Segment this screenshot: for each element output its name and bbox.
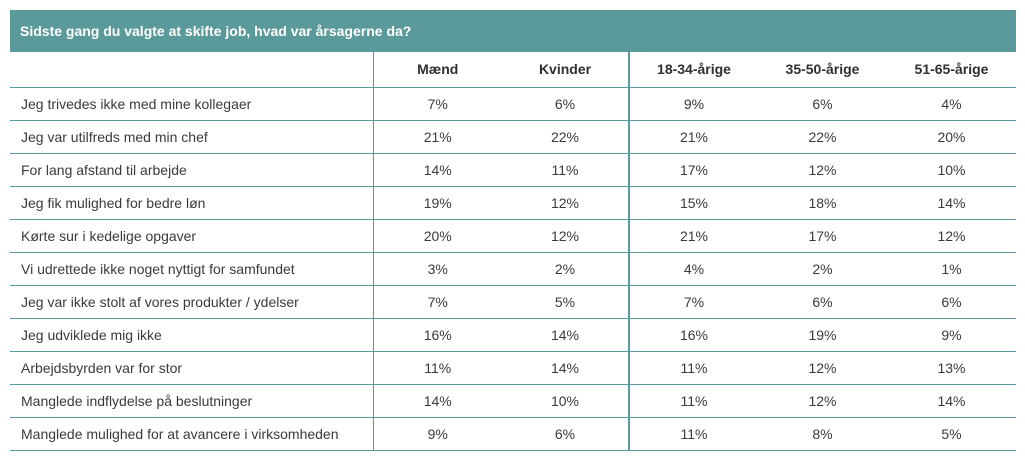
value-cell: 1% (887, 252, 1016, 286)
row-label: For lang afstand til arbejde (10, 153, 373, 187)
value-cell: 14% (502, 351, 629, 385)
value-cell: 5% (887, 417, 1016, 451)
value-cell: 14% (887, 186, 1016, 220)
value-cell: 11% (628, 384, 758, 418)
value-cell: 12% (887, 219, 1016, 253)
row-label: Jeg fik mulighed for bedre løn (10, 186, 373, 220)
survey-table: Mænd Kvinder 18-34-årige 35-50-årige 51-… (10, 52, 1016, 451)
value-cell: 17% (758, 219, 887, 253)
value-cell: 7% (372, 87, 502, 121)
value-cell: 9% (372, 417, 502, 451)
value-cell: 14% (887, 384, 1016, 418)
value-cell: 12% (758, 384, 887, 418)
row-label: Arbejdsbyrden var for stor (10, 351, 373, 385)
table-row: Kørte sur i kedelige opgaver 20% 12% 21% 17%… (10, 219, 1016, 253)
table-row: Jeg fik mulighed for bedre løn 19% 12% 15% 1… (10, 186, 1016, 220)
table-title: Sidste gang du valgte at skifte job, hva… (10, 10, 1016, 52)
row-label: Manglede mulighed for at avancere i virk… (10, 417, 373, 451)
value-cell: 9% (887, 318, 1016, 352)
value-cell: 17% (628, 153, 758, 187)
table-row: Jeg trivedes ikke med mine kollegaer 7% 6%… (10, 87, 1016, 121)
value-cell: 6% (758, 285, 887, 319)
value-cell: 6% (758, 87, 887, 121)
value-cell: 14% (372, 384, 502, 418)
table-row: Jeg var utilfreds med min chef 21% 22% 21% 2… (10, 120, 1016, 154)
table-row: Arbejdsbyrden var for stor 11% 14% 11% 12% 13… (10, 351, 1016, 385)
column-header: 51-65-årige (887, 52, 1016, 88)
value-cell: 6% (502, 417, 629, 451)
value-cell: 12% (502, 219, 629, 253)
value-cell: 4% (887, 87, 1016, 121)
column-header: 35-50-årige (758, 52, 887, 88)
table-row: Manglede indflydelse på beslutninger 14% 1… (10, 384, 1016, 418)
value-cell: 22% (502, 120, 629, 154)
row-label: Jeg var utilfreds med min chef (10, 120, 373, 154)
value-cell: 13% (887, 351, 1016, 385)
value-cell: 9% (628, 87, 758, 121)
value-cell: 19% (372, 186, 502, 220)
value-cell: 19% (758, 318, 887, 352)
value-cell: 22% (758, 120, 887, 154)
value-cell: 10% (502, 384, 629, 418)
row-label: Kørte sur i kedelige opgaver (10, 219, 373, 253)
value-cell: 21% (372, 120, 502, 154)
row-label: Jeg trivedes ikke med mine kollegaer (10, 87, 373, 121)
value-cell: 5% (502, 285, 629, 319)
value-cell: 12% (758, 153, 887, 187)
value-cell: 11% (628, 417, 758, 451)
value-cell: 20% (887, 120, 1016, 154)
value-cell: 8% (758, 417, 887, 451)
table-row: Jeg udviklede mig ikke 16% 14% 16% 19% 9% (10, 318, 1016, 352)
column-header: Mænd (372, 52, 502, 88)
row-label: Manglede indflydelse på beslutninger (10, 384, 373, 418)
value-cell: 6% (502, 87, 629, 121)
value-cell: 7% (372, 285, 502, 319)
row-label: Jeg udviklede mig ikke (10, 318, 373, 352)
value-cell: 2% (758, 252, 887, 286)
value-cell: 16% (628, 318, 758, 352)
value-cell: 21% (628, 219, 758, 253)
value-cell: 20% (372, 219, 502, 253)
row-label: Vi udrettede ikke noget nyttigt for samf… (10, 252, 373, 286)
value-cell: 4% (628, 252, 758, 286)
value-cell: 11% (502, 153, 629, 187)
value-cell: 21% (628, 120, 758, 154)
column-header: 18-34-årige (628, 52, 758, 88)
value-cell: 11% (628, 351, 758, 385)
value-cell: 14% (372, 153, 502, 187)
value-cell: 3% (372, 252, 502, 286)
table-row: Manglede mulighed for at avancere i virk… (10, 417, 1016, 451)
row-label: Jeg var ikke stolt af vores produkter / … (10, 285, 373, 319)
value-cell: 7% (628, 285, 758, 319)
table-row: For lang afstand til arbejde 14% 11% 17% 12%… (10, 153, 1016, 187)
table-body: Jeg trivedes ikke med mine kollegaer 7% 6%… (10, 87, 1016, 451)
header-row: Mænd Kvinder 18-34-årige 35-50-årige 51-… (10, 52, 1016, 88)
column-header: Kvinder (502, 52, 629, 88)
value-cell: 11% (372, 351, 502, 385)
header-empty-cell (10, 52, 373, 88)
table-row: Vi udrettede ikke noget nyttigt for samf… (10, 252, 1016, 286)
value-cell: 2% (502, 252, 629, 286)
value-cell: 14% (502, 318, 629, 352)
value-cell: 16% (372, 318, 502, 352)
table-row: Jeg var ikke stolt af vores produkter / … (10, 285, 1016, 319)
value-cell: 10% (887, 153, 1016, 187)
survey-table-container: Sidste gang du valgte at skifte job, hva… (10, 10, 1016, 451)
value-cell: 12% (502, 186, 629, 220)
value-cell: 15% (628, 186, 758, 220)
value-cell: 6% (887, 285, 1016, 319)
value-cell: 18% (758, 186, 887, 220)
value-cell: 12% (758, 351, 887, 385)
